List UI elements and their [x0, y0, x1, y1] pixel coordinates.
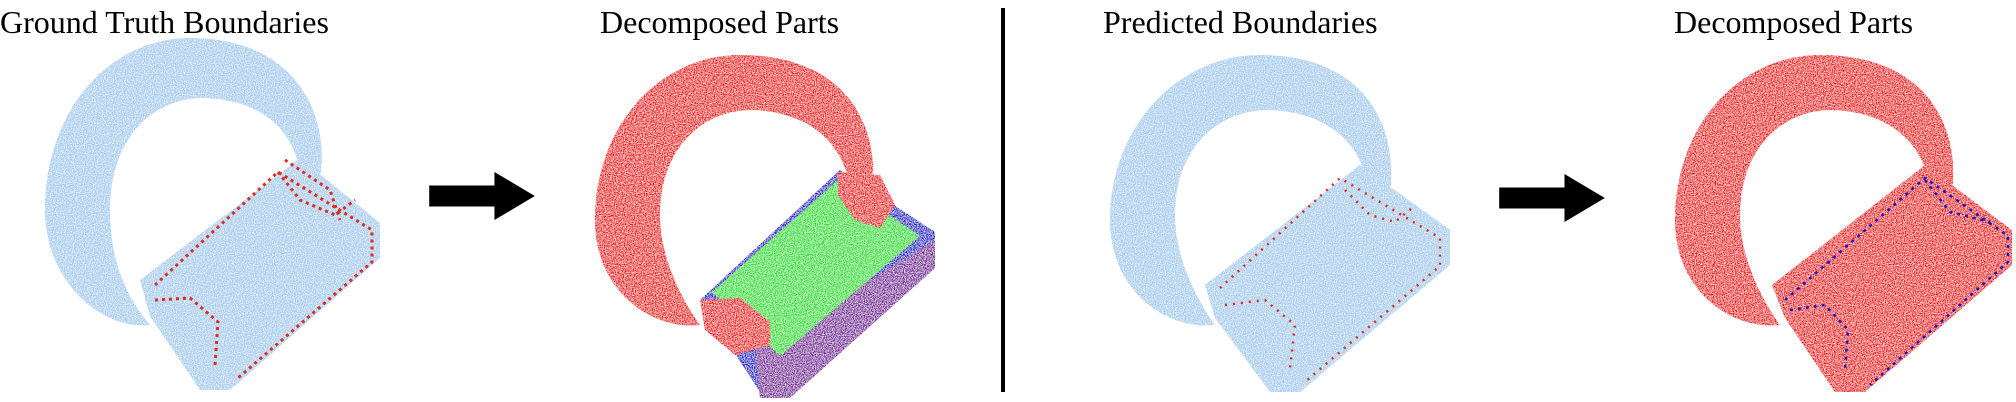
ground-truth-boundary-lines [153, 158, 374, 380]
decomposed-parts-right-boundary [1784, 176, 2010, 386]
title-ground-truth-boundaries: Ground Truth Boundaries [0, 4, 329, 40]
title-predicted-boundaries: Predicted Boundaries [1103, 4, 1378, 40]
right-arrow-icon [1499, 174, 1605, 222]
ground-truth-point-cloud [45, 38, 380, 390]
title-decomposed-parts-left: Decomposed Parts [600, 4, 840, 40]
predicted-boundary-lines [1219, 176, 1442, 383]
right-arrow-icon [429, 172, 535, 220]
decomposed-parts-right-point-cloud [1675, 55, 2012, 392]
predicted-point-cloud [1110, 55, 1450, 392]
decomposed-parts-left-point-cloud [595, 55, 935, 398]
title-decomposed-parts-right: Decomposed Parts [1674, 4, 1914, 40]
